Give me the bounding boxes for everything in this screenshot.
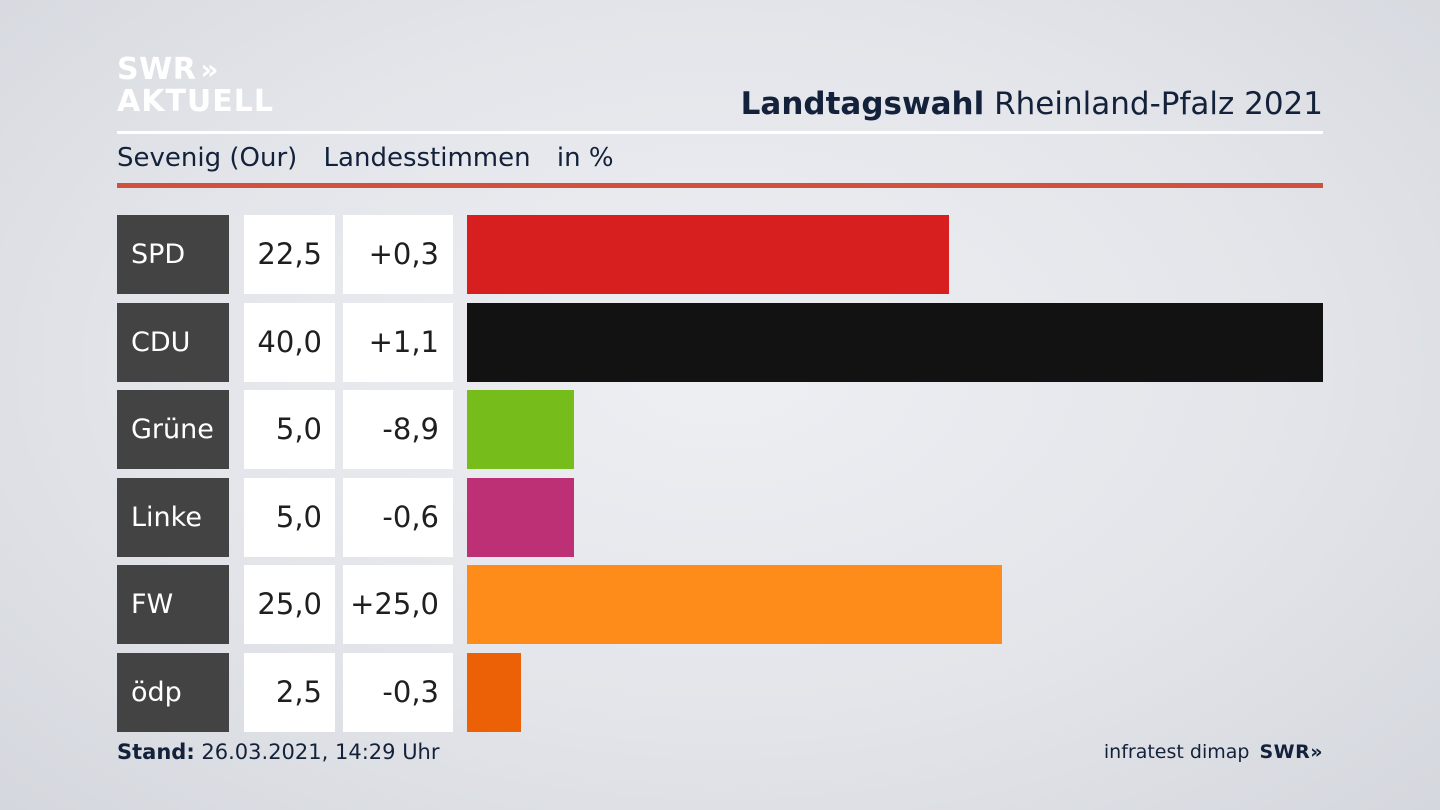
party-row: ödp 2,5 -0,3: [117, 652, 1323, 732]
measure-label: Landesstimmen: [323, 143, 531, 173]
vote-share-value: 5,0: [244, 477, 335, 557]
logo-chevron-icon: »: [200, 53, 218, 86]
timestamp: Stand: 26.03.2021, 14:29 Uhr: [117, 740, 440, 764]
subtitle: Sevenig (Our) Landesstimmen in %: [117, 143, 632, 173]
party-row: CDU 40,0 +1,1: [117, 302, 1323, 382]
vote-share-bar: [467, 302, 1323, 382]
party-label: ödp: [117, 652, 229, 732]
vote-share-value: 22,5: [244, 215, 335, 294]
party-row: SPD 22,5 +0,3: [117, 215, 1323, 294]
logo-aktuell-text: AKTUELL: [117, 84, 275, 119]
vote-share-bar: [467, 565, 1002, 644]
party-label: FW: [117, 565, 229, 644]
header-divider: [117, 131, 1323, 134]
title-bold: Landtagswahl: [740, 86, 985, 122]
swr-aktuell-logo: SWR» AKTUELL: [117, 54, 274, 118]
accent-divider: [117, 183, 1323, 188]
vote-change-value: -0,6: [343, 477, 453, 557]
stand-label: Stand:: [117, 740, 195, 764]
source-credit: infratest dimap SWR»: [1104, 741, 1323, 763]
source-name: infratest dimap: [1103, 741, 1250, 763]
vote-share-bar: [467, 477, 574, 557]
swr-brand-logo: SWR»: [1259, 741, 1323, 763]
vote-share-bar: [467, 215, 949, 294]
vote-share-value: 5,0: [244, 390, 335, 469]
logo-swr-text: SWR: [117, 52, 197, 87]
vote-change-value: +0,3: [343, 215, 453, 294]
vote-change-value: +1,1: [343, 302, 453, 382]
vote-share-bar: [467, 652, 521, 732]
vote-share-value: 25,0: [244, 565, 335, 644]
vote-share-bar: [467, 390, 574, 469]
vote-change-value: +25,0: [343, 565, 453, 644]
party-row: Grüne 5,0 -8,9: [117, 390, 1323, 469]
unit-label: in %: [556, 143, 614, 173]
page-title: Landtagswahl Rheinland-Pfalz 2021: [741, 86, 1323, 122]
party-row: FW 25,0 +25,0: [117, 565, 1323, 644]
party-label: Linke: [117, 477, 229, 557]
title-rest: Rheinland-Pfalz 2021: [994, 86, 1323, 122]
district-name: Sevenig (Our): [117, 143, 298, 173]
vote-share-value: 40,0: [244, 302, 335, 382]
vote-change-value: -8,9: [343, 390, 453, 469]
party-label: SPD: [117, 215, 229, 294]
swr-brand-text: SWR: [1259, 741, 1311, 763]
vote-change-value: -0,3: [343, 652, 453, 732]
party-label: CDU: [117, 302, 229, 382]
vote-share-value: 2,5: [244, 652, 335, 732]
stand-value: 26.03.2021, 14:29 Uhr: [201, 740, 440, 764]
party-label: Grüne: [117, 390, 229, 469]
party-row: Linke 5,0 -0,6: [117, 477, 1323, 557]
